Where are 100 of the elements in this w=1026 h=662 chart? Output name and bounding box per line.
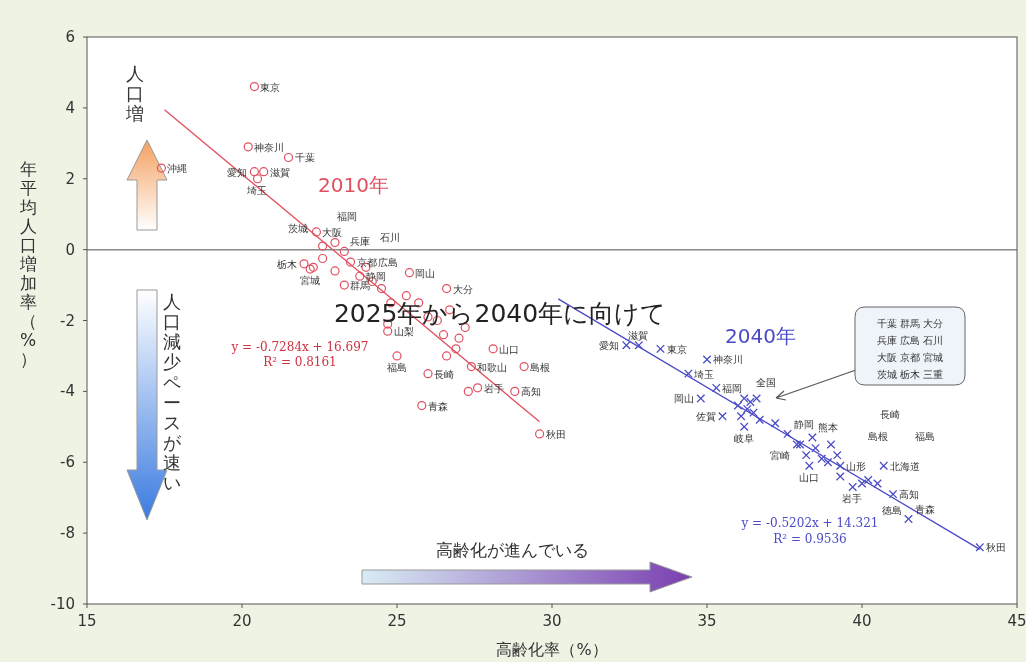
y-tick-label: 6 bbox=[65, 28, 75, 46]
annotation: 東京 bbox=[666, 343, 687, 355]
point bbox=[743, 404, 752, 414]
point bbox=[355, 271, 365, 281]
annotation: 大分 bbox=[452, 283, 473, 295]
annotation: 山口 bbox=[499, 343, 520, 355]
x-tick-label: 20 bbox=[232, 612, 252, 630]
x-tick-label: 15 bbox=[77, 612, 97, 630]
y-tick-label: 4 bbox=[65, 98, 75, 117]
point bbox=[318, 241, 328, 251]
point bbox=[417, 400, 427, 411]
annotation: 千葉 群馬 大分 bbox=[876, 318, 944, 329]
point bbox=[975, 543, 984, 552]
point bbox=[823, 458, 833, 467]
point bbox=[283, 152, 294, 163]
point bbox=[392, 351, 402, 361]
annotation: 広島 bbox=[378, 256, 399, 268]
point bbox=[299, 259, 309, 269]
annotation: 長崎 bbox=[434, 368, 454, 380]
y-tick-label: 0 bbox=[65, 240, 75, 259]
annotation: 茨城 栃木 三重 bbox=[876, 369, 944, 380]
point bbox=[857, 479, 867, 488]
annotation: 石川 bbox=[380, 232, 400, 244]
y-tick-label: -4 bbox=[60, 382, 75, 401]
y-tick-label: -2 bbox=[60, 311, 75, 330]
annotation: 熊本 bbox=[818, 422, 839, 434]
point bbox=[473, 383, 483, 393]
x-tick-label: 45 bbox=[1007, 612, 1026, 630]
point bbox=[401, 291, 411, 301]
annotation: 青森 bbox=[914, 503, 935, 515]
point bbox=[376, 284, 387, 294]
annotation: 福島 bbox=[386, 361, 407, 373]
annotation: 神奈川 bbox=[713, 354, 743, 366]
point bbox=[746, 397, 755, 407]
annotation: 人口増 bbox=[125, 63, 144, 125]
annotation: 千葉 bbox=[294, 152, 315, 164]
point bbox=[404, 268, 414, 278]
annotation: 大阪 京都 宮城 bbox=[876, 352, 944, 363]
annotation: 東京 bbox=[260, 81, 281, 93]
x-tick-label: 25 bbox=[387, 612, 407, 630]
annotation: 沖縄 bbox=[167, 163, 188, 175]
annotation: 島根 bbox=[868, 431, 888, 442]
annotation: 全国 bbox=[756, 377, 777, 389]
annotation: 高齢化が進んでいる bbox=[435, 540, 589, 560]
annotation: 秋田 bbox=[545, 428, 566, 440]
point bbox=[904, 514, 913, 524]
point bbox=[249, 82, 259, 92]
annotation: 茨城 bbox=[287, 223, 308, 235]
series-label: 2040年 bbox=[725, 324, 796, 348]
point bbox=[423, 369, 433, 379]
point bbox=[318, 253, 328, 264]
x-axis-title: 高齢化率（%） bbox=[496, 640, 608, 659]
point bbox=[249, 167, 259, 177]
annotation: 宮城 bbox=[299, 275, 320, 287]
point bbox=[339, 246, 349, 256]
point bbox=[519, 361, 529, 372]
annotation: 岩手 bbox=[842, 493, 863, 505]
annotation: 和歌山 bbox=[477, 361, 508, 373]
annotation: 宮崎 bbox=[769, 449, 790, 461]
annotation: R² = 0.8161 bbox=[263, 355, 337, 369]
point bbox=[259, 167, 269, 177]
annotation: 愛知 bbox=[599, 340, 620, 352]
point bbox=[330, 237, 340, 248]
annotation: 岡山 bbox=[673, 393, 694, 405]
annotation: 静岡 bbox=[793, 418, 814, 430]
annotation: 京都 bbox=[356, 257, 377, 269]
annotation: 山梨 bbox=[393, 326, 414, 338]
point bbox=[696, 394, 705, 403]
point bbox=[733, 401, 743, 410]
point bbox=[466, 361, 476, 372]
y-tick-label: -6 bbox=[60, 453, 75, 472]
annotation: 長崎 bbox=[880, 409, 900, 420]
y-tick-label: 2 bbox=[65, 169, 75, 188]
point bbox=[864, 475, 873, 485]
annotation: 兵庫 広島 石川 bbox=[876, 335, 944, 346]
annotation: 佐賀 bbox=[695, 411, 716, 423]
annotation: 北海道 bbox=[889, 460, 920, 472]
point bbox=[749, 408, 758, 417]
point bbox=[634, 341, 643, 350]
annotation: 埼玉 bbox=[693, 368, 715, 380]
point bbox=[826, 440, 836, 449]
point bbox=[510, 386, 520, 396]
text: 年平均人口増加率（%） bbox=[19, 159, 37, 370]
annotation: 栃木 bbox=[277, 258, 297, 270]
point bbox=[345, 257, 356, 267]
annotation: 青森 bbox=[427, 400, 448, 412]
series-label: 2010年 bbox=[318, 173, 389, 197]
point bbox=[740, 394, 749, 403]
annotation: 徳島 bbox=[882, 504, 903, 516]
point bbox=[535, 429, 545, 439]
point bbox=[339, 280, 349, 290]
annotation: 秋田 bbox=[985, 542, 1006, 554]
annotation: 高知 bbox=[520, 386, 541, 398]
annotation: 山口 bbox=[798, 471, 819, 483]
point bbox=[438, 330, 449, 340]
point bbox=[702, 355, 712, 364]
point bbox=[442, 351, 452, 361]
point bbox=[888, 489, 898, 499]
annotation: 岡山 bbox=[415, 267, 436, 279]
annotation: 滋賀 bbox=[628, 330, 649, 342]
